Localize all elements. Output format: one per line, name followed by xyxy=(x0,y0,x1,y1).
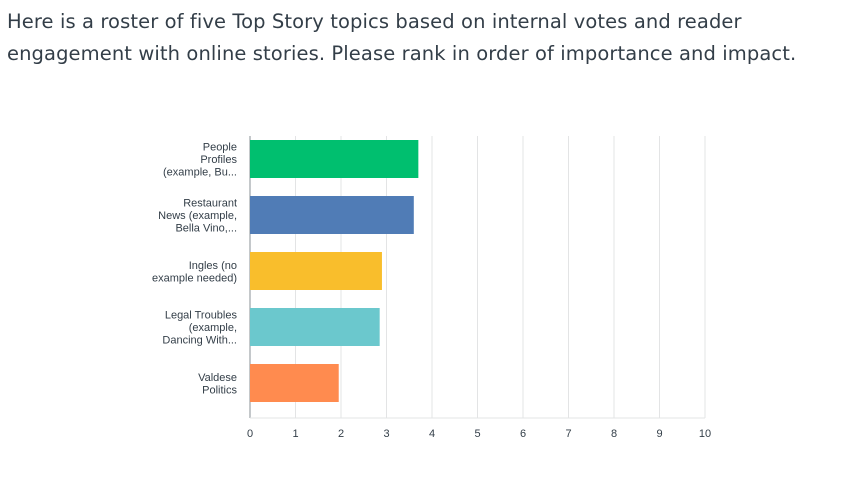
bar xyxy=(250,252,382,290)
x-axis: 0 1 2 3 4 5 6 7 8 9 10 xyxy=(247,417,711,440)
category-label: People Profiles (example, Bu... xyxy=(163,142,237,179)
x-tick-label: 9 xyxy=(656,428,662,440)
category-label-line: example needed) xyxy=(152,272,237,284)
category-label-line: People xyxy=(203,142,237,154)
category-label-line: (example, Bu... xyxy=(163,167,237,179)
x-tick-label: 2 xyxy=(338,428,344,440)
bar xyxy=(250,196,414,234)
category-label-line: Valdese xyxy=(198,372,237,384)
category-label: Legal Troubles (example, Dancing With... xyxy=(162,310,237,347)
category-label-line: News (example, xyxy=(158,210,237,222)
x-tick-label: 3 xyxy=(383,428,389,440)
category-label-line: (example, xyxy=(189,322,237,334)
x-tick-label: 8 xyxy=(611,428,617,440)
x-tick-label: 5 xyxy=(474,428,480,440)
bar xyxy=(250,140,419,178)
bar xyxy=(250,364,339,402)
category-labels: People Profiles (example, Bu... Restaurant N… xyxy=(152,142,238,397)
category-label-line: Ingles (no xyxy=(189,260,237,272)
category-label: Valdese Politics xyxy=(198,372,237,397)
question-text: Here is a roster of five Top Story topic… xyxy=(7,10,797,65)
category-label: Ingles (no example needed) xyxy=(152,260,237,285)
x-tick-label: 1 xyxy=(292,428,298,440)
x-tick-label: 10 xyxy=(699,428,711,440)
x-tick-label: 0 xyxy=(247,428,253,440)
category-label: Restaurant News (example, Bella Vino,... xyxy=(158,198,237,235)
category-label-line: Bella Vino,... xyxy=(175,223,237,235)
x-tick-label: 6 xyxy=(520,428,526,440)
category-label-line: Politics xyxy=(202,384,237,396)
category-label-line: Dancing With... xyxy=(162,335,237,347)
x-tick-label: 7 xyxy=(565,428,571,440)
chart-bars xyxy=(250,140,419,402)
category-label-line: Legal Troubles xyxy=(165,310,238,322)
category-label-line: Restaurant xyxy=(183,198,237,210)
bar xyxy=(250,308,380,346)
x-tick-label: 4 xyxy=(429,428,435,440)
category-label-line: Profiles xyxy=(200,154,237,166)
